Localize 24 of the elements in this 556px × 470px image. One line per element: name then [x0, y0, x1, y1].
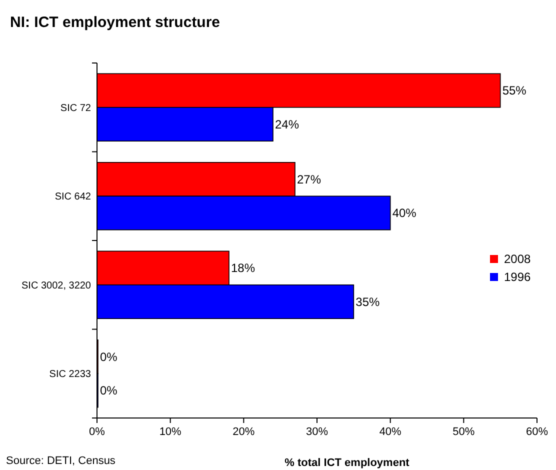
x-tick-label: 10% [159, 426, 182, 438]
x-tick-label: 30% [306, 426, 328, 438]
data-label: 0% [100, 350, 118, 364]
data-label: 0% [100, 384, 118, 398]
x-axis-title: % total ICT employment [284, 457, 410, 469]
y-tick-label: SIC 72 [60, 102, 92, 114]
legend-label: 1996 [504, 270, 532, 284]
data-label: 55% [502, 84, 527, 98]
data-label: 35% [356, 294, 380, 309]
y-tick-label: SIC 3002, 3220 [22, 280, 92, 292]
data-label: 27% [297, 172, 322, 186]
x-tick-label: 40% [379, 426, 402, 438]
data-label: 18% [231, 261, 256, 276]
x-tick-label: 20% [232, 426, 255, 438]
y-tick-label: SIC 642 [54, 192, 92, 203]
y-tick-label: SIC 2233 [49, 369, 92, 380]
source-note: Source: DETI, Census [6, 455, 116, 467]
chart-title: NI: ICT employment structure [10, 14, 220, 31]
x-tick-label: 60% [526, 426, 548, 438]
data-label: 40% [392, 206, 417, 220]
data-label: 24% [275, 117, 300, 132]
x-tick-label: 50% [452, 426, 475, 438]
legend-label: 2008 [504, 252, 532, 266]
x-tick-label: 0% [89, 426, 106, 438]
